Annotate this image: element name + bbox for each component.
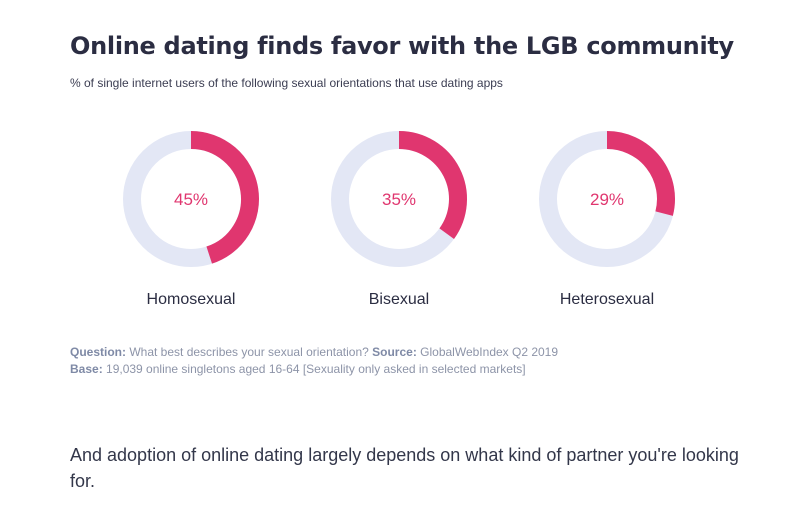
donut-arc-homosexual [190, 131, 259, 264]
base-label: Base: [70, 362, 103, 376]
value-label-bisexual: 35% [382, 190, 416, 209]
donut-track-bisexual [331, 131, 467, 267]
source-label: Source: [372, 345, 417, 359]
category-label-bisexual: Bisexual [369, 291, 429, 308]
question-label: Question: [70, 345, 126, 359]
category-label-homosexual: Homosexual [147, 291, 236, 308]
chart-notes: Question: What best describes your sexua… [70, 344, 558, 378]
question-source-line: Question: What best describes your sexua… [70, 344, 558, 361]
chart-title: Online dating finds favor with the LGB c… [70, 32, 734, 60]
donut-arc-heterosexual [606, 131, 675, 216]
donut-track-heterosexual [539, 131, 675, 267]
donut-homosexual: 45% Homosexual [123, 131, 259, 308]
value-label-heterosexual: 29% [590, 190, 624, 209]
source-text: GlobalWebIndex Q2 2019 [416, 345, 559, 359]
donut-arc-bisexual [398, 131, 467, 239]
chart-subtitle: % of single internet users of the follow… [70, 76, 503, 90]
donut-track-homosexual [123, 131, 259, 267]
question-text: What best describes your sexual orientat… [126, 345, 373, 359]
base-line: Base: 19,039 online singletons aged 16-6… [70, 361, 558, 378]
base-text: 19,039 online singletons aged 16-64 [Sex… [102, 362, 526, 376]
value-label-homosexual: 45% [174, 190, 208, 209]
category-label-heterosexual: Heterosexual [560, 291, 654, 308]
donut-heterosexual: 29% Heterosexual [539, 131, 675, 308]
outro-paragraph: And adoption of online dating largely de… [70, 445, 739, 491]
donut-bisexual: 35% Bisexual [331, 131, 467, 308]
